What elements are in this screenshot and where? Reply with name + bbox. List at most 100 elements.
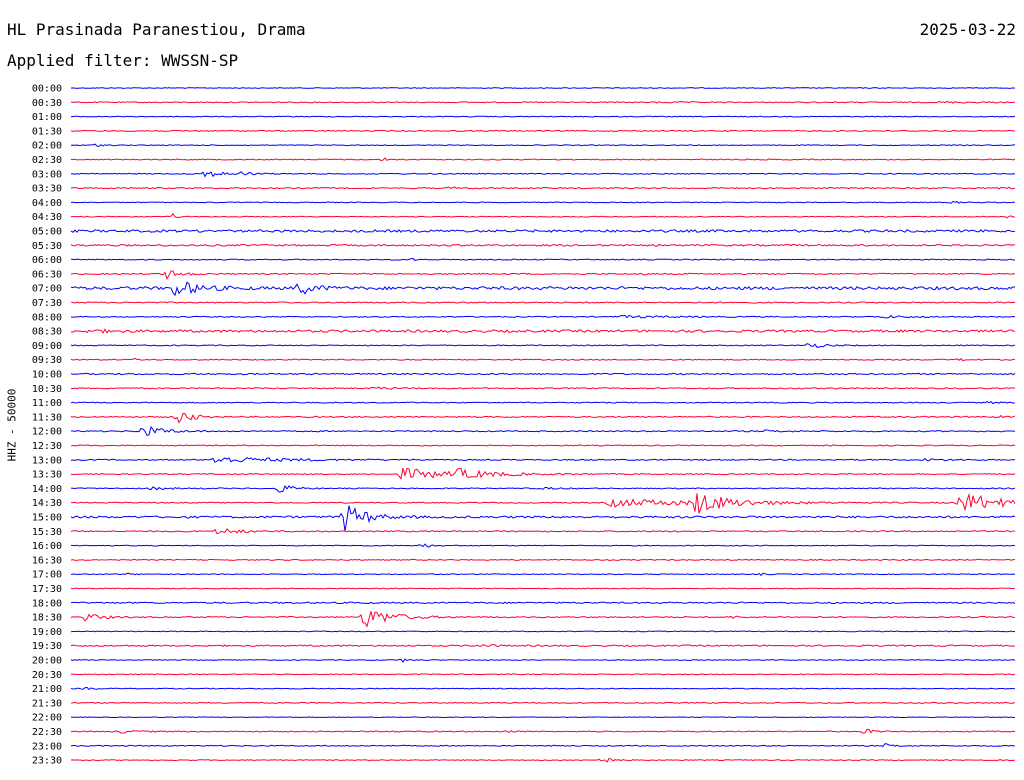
time-tick-label: 17:00 <box>32 570 62 581</box>
station-title: HL Prasinada Paranestiou, Drama <box>7 20 306 39</box>
time-tick-label: 00:30 <box>32 98 62 109</box>
time-tick-label: 12:30 <box>32 441 62 452</box>
time-tick-label: 05:30 <box>32 241 62 252</box>
trace-row-0530 <box>70 243 1016 247</box>
time-tick-label: 13:30 <box>32 470 62 481</box>
trace-row-1530 <box>70 528 1016 535</box>
trace-row-2000 <box>70 658 1016 663</box>
time-tick-label: 15:30 <box>32 527 62 538</box>
time-tick-label: 19:00 <box>32 627 62 638</box>
trace-row-0330 <box>70 186 1016 190</box>
trace-row-0830 <box>70 328 1016 334</box>
trace-row-1500 <box>70 505 1016 532</box>
time-tick-label: 22:00 <box>32 713 62 724</box>
time-tick-label: 05:00 <box>32 227 62 238</box>
trace-row-0430 <box>70 213 1016 219</box>
trace-row-0730 <box>70 301 1016 304</box>
time-tick-label: 13:00 <box>32 455 62 466</box>
time-tick-label: 11:00 <box>32 398 62 409</box>
time-tick-label: 02:00 <box>32 141 62 152</box>
trace-row-0500 <box>70 229 1016 233</box>
trace-row-0900 <box>70 343 1016 348</box>
time-tick-label: 21:30 <box>32 698 62 709</box>
time-tick-label: 20:30 <box>32 670 62 681</box>
trace-row-2230 <box>70 728 1016 734</box>
trace-row-1630 <box>70 558 1016 561</box>
trace-row-0600 <box>70 257 1016 261</box>
time-tick-label: 08:30 <box>32 327 62 338</box>
time-tick-label: 20:00 <box>32 656 62 667</box>
time-tick-label: 09:00 <box>32 341 62 352</box>
trace-row-1730 <box>70 587 1016 590</box>
trace-row-0100 <box>70 115 1016 118</box>
time-tick-label: 06:00 <box>32 255 62 266</box>
trace-row-0400 <box>70 200 1016 204</box>
time-tick-label: 21:00 <box>32 684 62 695</box>
time-tick-label: 04:30 <box>32 212 62 223</box>
time-tick-label: 07:00 <box>32 284 62 295</box>
trace-row-1000 <box>70 372 1016 376</box>
trace-row-2100 <box>70 686 1016 691</box>
time-tick-label: 23:00 <box>32 741 62 752</box>
time-tick-label: 01:00 <box>32 112 62 123</box>
trace-row-1200 <box>70 425 1016 436</box>
time-tick-label: 06:30 <box>32 269 62 280</box>
trace-row-2200 <box>70 716 1016 719</box>
time-tick-label: 12:00 <box>32 427 62 438</box>
trace-row-1430 <box>70 492 1016 514</box>
time-tick-label: 10:00 <box>32 370 62 381</box>
time-tick-label: 23:30 <box>32 756 62 767</box>
trace-row-0230 <box>70 157 1016 162</box>
trace-row-1300 <box>70 456 1016 463</box>
trace-row-1100 <box>70 400 1016 405</box>
time-tick-label: 18:00 <box>32 598 62 609</box>
time-tick-label: 03:30 <box>32 184 62 195</box>
trace-row-1900 <box>70 630 1016 633</box>
time-tick-label: 11:30 <box>32 412 62 423</box>
time-tick-label: 14:00 <box>32 484 62 495</box>
trace-row-0130 <box>70 129 1016 132</box>
record-date: 2025-03-22 <box>919 20 1016 39</box>
trace-row-0030 <box>70 100 1016 104</box>
trace-row-0300 <box>70 171 1016 178</box>
trace-row-0200 <box>70 143 1016 147</box>
applied-filter: Applied filter: WWSSN-SP <box>7 51 239 70</box>
trace-row-0000 <box>70 87 1016 89</box>
trace-row-1230 <box>70 444 1016 447</box>
time-tick-label: 19:30 <box>32 641 62 652</box>
time-tick-label: 04:00 <box>32 198 62 209</box>
time-tick-label: 15:00 <box>32 513 62 524</box>
time-tick-label: 22:30 <box>32 727 62 738</box>
trace-row-0930 <box>70 357 1016 362</box>
trace-row-1800 <box>70 601 1016 605</box>
trace-row-2030 <box>70 673 1016 676</box>
time-tick-label: 07:30 <box>32 298 62 309</box>
trace-row-0630 <box>70 270 1016 281</box>
trace-row-1400 <box>70 484 1016 493</box>
time-tick-label: 10:30 <box>32 384 62 395</box>
time-tick-label: 00:00 <box>32 84 62 95</box>
trace-row-0700 <box>70 281 1016 297</box>
trace-row-1930 <box>70 644 1016 648</box>
time-tick-label: 02:30 <box>32 155 62 166</box>
time-tick-label: 03:00 <box>32 169 62 180</box>
trace-row-1330 <box>70 467 1016 480</box>
time-tick-label: 09:30 <box>32 355 62 366</box>
time-tick-label: 01:30 <box>32 126 62 137</box>
trace-row-2130 <box>70 701 1016 704</box>
trace-row-1600 <box>70 543 1016 548</box>
time-tick-label: 08:00 <box>32 312 62 323</box>
time-tick-label: 14:30 <box>32 498 62 509</box>
trace-row-2300 <box>70 743 1016 747</box>
trace-row-1700 <box>70 572 1016 577</box>
time-tick-label: 18:30 <box>32 613 62 624</box>
trace-row-0800 <box>71 314 1016 319</box>
trace-row-1130 <box>70 412 1016 424</box>
trace-row-1030 <box>70 386 1016 390</box>
trace-row-2330 <box>70 757 1016 763</box>
trace-row-1830 <box>70 611 1016 628</box>
time-tick-label: 16:00 <box>32 541 62 552</box>
time-tick-label: 16:30 <box>32 555 62 566</box>
time-tick-label: 17:30 <box>32 584 62 595</box>
